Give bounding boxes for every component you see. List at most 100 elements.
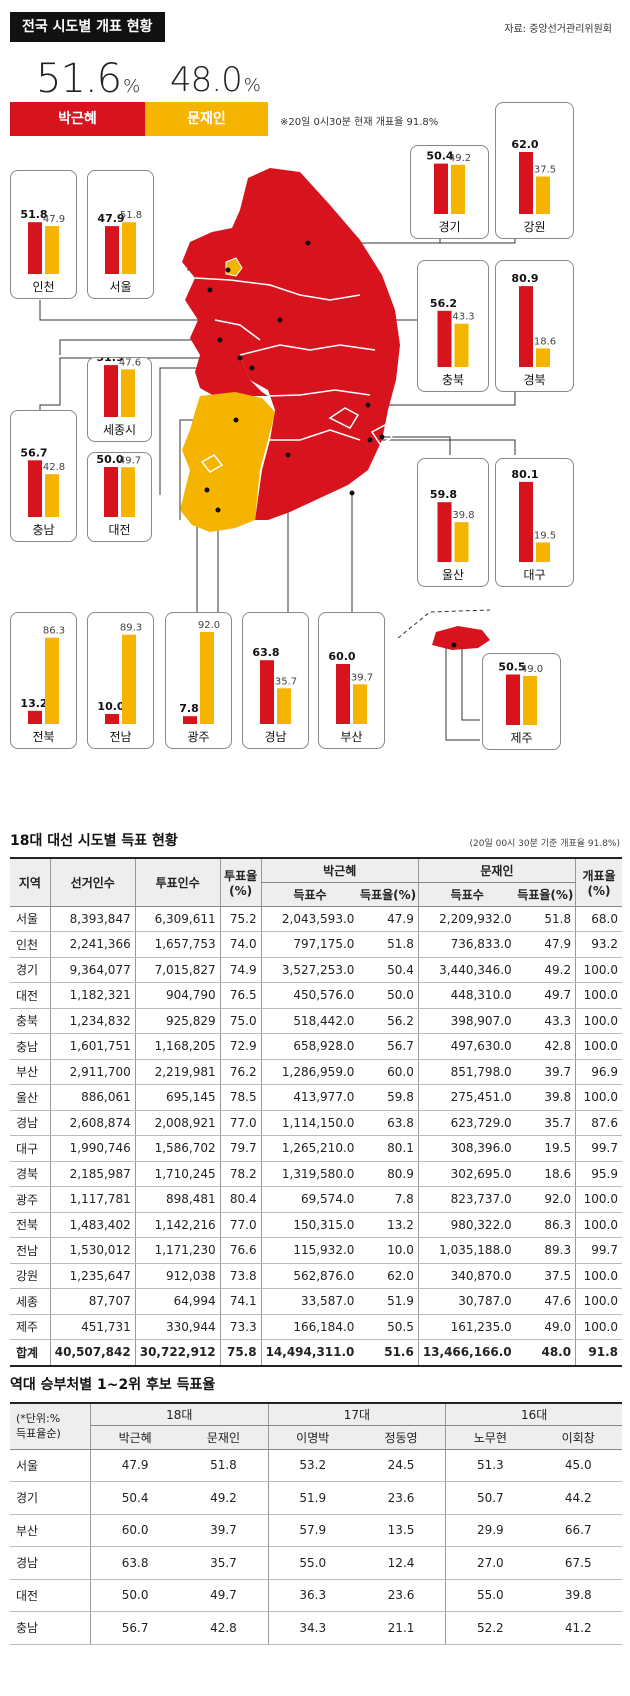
moon-bar-1 [536, 176, 550, 214]
region-card-11: 13.2 86.3 전북 [10, 612, 77, 749]
cell: 56.7 [358, 1033, 419, 1060]
cell: 100.0 [575, 1033, 622, 1060]
region-name-12: 전남 [109, 730, 131, 744]
cell: 39.8 [515, 1084, 576, 1111]
cell: 55.0 [445, 1579, 535, 1612]
cell: 73.3 [219, 1314, 262, 1340]
cell: 100.0 [575, 1212, 622, 1238]
cell: 797,175.0 [260, 931, 359, 958]
th-cand-5: 노무현 [445, 1425, 535, 1450]
cell: 100.0 [575, 982, 622, 1009]
cell: 대전 [10, 1579, 91, 1612]
cell: 울산 [10, 1084, 51, 1111]
region-name-2: 인천 [32, 279, 54, 294]
moon-value-label-14: 35.7 [275, 676, 297, 687]
map-borders [194, 277, 394, 473]
source-credit: 자료: 중앙선거관리위원회 [504, 24, 612, 35]
cell: 3,527,253.0 [260, 957, 359, 983]
cell: 1,235,647 [49, 1263, 136, 1289]
cell: 전북 [10, 1212, 51, 1238]
cell: 경남 [10, 1110, 51, 1136]
park-value-label-3: 47.9 [97, 212, 124, 225]
cell: 1,035,188.0 [417, 1237, 516, 1264]
th-corner: (*단위:% 득표율순) [10, 1402, 91, 1450]
moon-bar-12 [122, 634, 136, 724]
cell: 72.9 [219, 1033, 262, 1060]
cell: 95.9 [575, 1161, 622, 1187]
moon-value-label-7: 42.8 [43, 462, 65, 473]
cell: 41.2 [534, 1611, 622, 1645]
th-cand-3: 이명박 [267, 1425, 357, 1450]
cell: 64,994 [134, 1288, 221, 1315]
cell: 1,114,150.0 [260, 1110, 359, 1136]
th-cand-4: 정동영 [356, 1425, 446, 1450]
region-card-3: 47.9 51.8 서울 [87, 170, 154, 299]
cell: 1,990,746 [49, 1135, 136, 1162]
cell: 93.2 [575, 931, 622, 958]
korea-map [39, 168, 516, 741]
region-bars-7: 56.7 42.8 충남 [20, 446, 65, 537]
cell: 115,932.0 [260, 1237, 359, 1264]
region-card-7: 56.7 42.8 충남 [10, 410, 77, 542]
region-card-1: 62.0 37.5 강원 [495, 102, 574, 239]
moon-value-label-10: 19.5 [534, 531, 556, 542]
th-voters: 선거인수 [49, 857, 136, 907]
region-name-0: 경기 [438, 220, 460, 234]
th-count-rate: 개표율 (%) [575, 857, 622, 907]
moon-bar-4 [454, 323, 469, 367]
count-note: ※20일 0시30분 현재 개표율 91.8% [280, 117, 439, 128]
cell: 75.2 [219, 906, 262, 932]
park-bar-12 [105, 714, 119, 724]
cell: 99.7 [575, 1237, 622, 1264]
cell: 2,043,593.0 [260, 906, 359, 932]
cell: 47.9 [515, 931, 576, 958]
cell: 150,315.0 [260, 1212, 359, 1238]
region-card-6: 51.947.6 세종시 [87, 357, 152, 442]
cell: 925,829 [134, 1008, 221, 1034]
cell: 80.1 [358, 1135, 419, 1162]
region-name-1: 강원 [523, 220, 545, 234]
cell: 74.9 [219, 957, 262, 983]
moon-bar-9 [454, 522, 469, 562]
park-bar-9 [437, 502, 452, 562]
cell: 50.0 [90, 1579, 180, 1612]
table-row: 경기 50.4 49.2 51.9 23.6 50.7 44.2 [10, 1481, 622, 1515]
th-turnout-rate: 투표율 (%) [219, 857, 262, 907]
region-name-11: 전북 [32, 730, 54, 744]
table-row: 대구 1,990,746 1,586,702 79.7 1,265,210.0 80.1 3… [10, 1135, 622, 1162]
table-row: 전남 1,530,012 1,171,230 76.6 115,932.0 10.0 1,0… [10, 1237, 622, 1264]
cell: 823,737.0 [417, 1186, 516, 1213]
cell: 91.8 [575, 1339, 622, 1367]
leader-dots [204, 240, 457, 648]
cell: 1,657,753 [134, 931, 221, 958]
cell: 1,286,959.0 [260, 1059, 359, 1085]
cell: 30,787.0 [417, 1288, 516, 1315]
cell: 2,911,700 [49, 1059, 136, 1085]
cell: 340,870.0 [417, 1263, 516, 1289]
park-bar-0 [434, 163, 448, 214]
cell: 3,440,346.0 [417, 957, 516, 983]
region-bars-8: 50.049.7 대전 [96, 453, 141, 537]
moon-value-label-6: 47.6 [119, 358, 141, 368]
region-bars-10: 80.1 19.5 대구 [511, 468, 556, 582]
cell: 66.7 [534, 1514, 622, 1547]
cell: 인천 [10, 931, 51, 958]
park-bar-7 [28, 460, 42, 517]
moon-bar-3 [122, 222, 136, 274]
region-card-2: 51.8 47.9 인천 [10, 170, 77, 299]
cell: 13.2 [358, 1212, 419, 1238]
cell: 56.2 [358, 1008, 419, 1034]
table-row: 대전 1,182,321 904,790 76.5 450,576.0 50.0 448,3… [10, 982, 622, 1009]
cell: 33,587.0 [260, 1288, 359, 1315]
cell: 강원 [10, 1263, 51, 1289]
cell: 76.2 [219, 1059, 262, 1085]
table-row: 세종 87,707 64,994 74.1 33,587.0 51.9 30,787.0 47… [10, 1288, 622, 1315]
park-bar-13 [183, 716, 197, 724]
cell: 100.0 [575, 1084, 622, 1111]
park-value-label-16: 50.5 [498, 661, 525, 674]
cell: 100.0 [575, 1008, 622, 1034]
cell: 23.6 [356, 1579, 446, 1612]
cell: 86.3 [515, 1212, 576, 1238]
cell: 166,184.0 [260, 1314, 359, 1340]
cell: 광주 [10, 1186, 51, 1213]
